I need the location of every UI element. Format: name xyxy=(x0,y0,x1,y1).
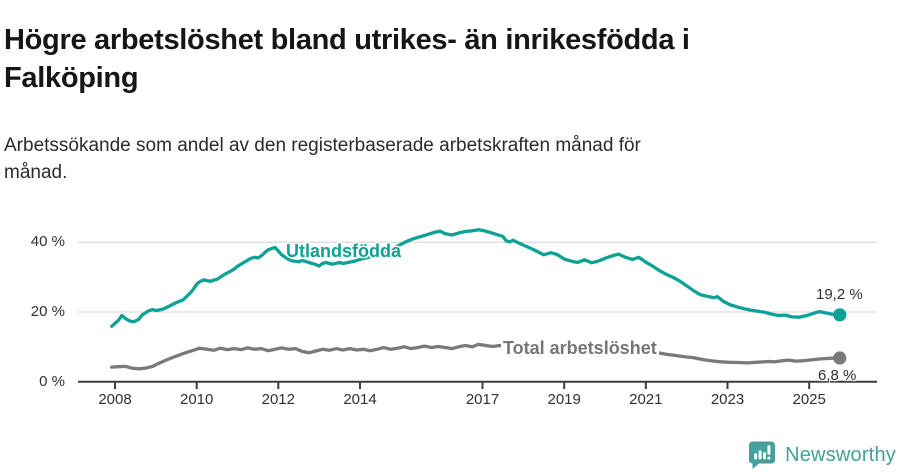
end-value-label-total: 6,8 % xyxy=(818,367,857,384)
x-tick-label-2012: 2012 xyxy=(261,391,295,408)
x-axis-ticks xyxy=(114,381,811,389)
footer-brand: Newsworthy xyxy=(748,440,896,470)
y-tick-label-40: 40 % xyxy=(30,233,65,251)
line-utlandsf-dda xyxy=(110,228,842,328)
chart-subtitle: Arbetssökande som andel av den registerb… xyxy=(4,135,641,183)
series-label-total: Total arbetslöshet xyxy=(501,338,659,358)
x-tick-label-2014: 2014 xyxy=(343,391,377,408)
x-tick-label-2019: 2019 xyxy=(547,391,581,408)
x-tick-label-2023: 2023 xyxy=(710,391,745,408)
end-dot-total-arbetsl-shet xyxy=(833,351,847,365)
brand-name: Newsworthy xyxy=(785,443,896,466)
x-tick-label-2010: 2010 xyxy=(180,391,214,408)
y-tick-label-0: 0 % xyxy=(39,372,65,390)
line-total-arbetsl-shet xyxy=(110,342,842,371)
end-value-label-utlandsfodda: 19,2 % xyxy=(816,286,863,303)
x-tick-label-2025: 2025 xyxy=(792,391,826,408)
newsworthy-logo-icon xyxy=(749,441,776,469)
x-tick-label-2008: 2008 xyxy=(98,391,132,408)
series-label-utlandsfodda: Utlandsfödda xyxy=(286,241,401,261)
x-tick-label-2021: 2021 xyxy=(629,391,663,408)
y-tick-label-20: 20 % xyxy=(30,303,65,320)
end-dot-utlandsf-dda xyxy=(833,308,847,322)
x-tick-label-2017: 2017 xyxy=(465,391,500,408)
chart-title: Högre arbetslöshet bland utrikes- än inr… xyxy=(4,24,690,95)
